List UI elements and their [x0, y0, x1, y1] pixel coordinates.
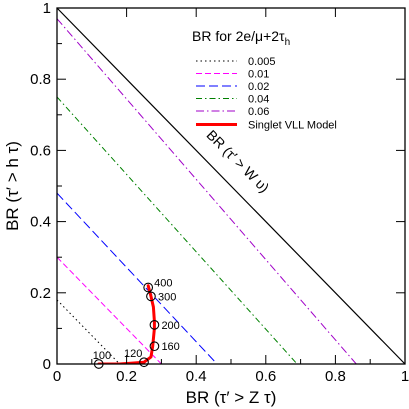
y-tick-label-0: 0	[43, 356, 51, 373]
plot-area: 100 120 160 200 300 400	[56, 7, 406, 369]
legend-label-0.01: 0.01	[248, 69, 269, 81]
mass-label-160: 160	[161, 341, 179, 353]
x-tick-label-1: 1	[401, 368, 409, 385]
x-tick-label-0.4: 0.4	[186, 368, 207, 385]
contour-line-0.04	[57, 96, 298, 364]
mass-label-300: 300	[158, 291, 176, 303]
mass-point-160	[149, 341, 160, 352]
y-tick-label-0.4: 0.4	[30, 214, 51, 231]
mass-label-200: 200	[161, 320, 179, 332]
legend-label-0.06: 0.06	[248, 106, 269, 118]
x-tick-label-0: 0	[53, 368, 61, 385]
contour-line-0.005	[57, 299, 120, 364]
x-tick-label-0.8: 0.8	[325, 368, 346, 385]
mass-label-400: 400	[154, 277, 172, 289]
y-tick-label-0.2: 0.2	[30, 285, 51, 302]
model-curve	[97, 284, 156, 364]
mass-point-200	[149, 319, 160, 330]
boundary-line	[56, 7, 406, 365]
mass-label-100: 100	[93, 350, 111, 362]
legend-label-0.02: 0.02	[248, 81, 269, 93]
y-axis-title: BR (τ′ > h τ)	[3, 141, 22, 231]
contour-line-0.01	[57, 256, 162, 364]
contour-line-0.06	[57, 18, 357, 364]
boundary-line-label: BR (τ′ > W υ)	[204, 127, 273, 196]
x-tick-label-0.6: 0.6	[255, 368, 276, 385]
y-tick-label-0.8: 0.8	[30, 71, 51, 88]
legend-title-main: BR for 2e/μ+2τ	[192, 28, 285, 44]
x-tick-label-0.2: 0.2	[116, 368, 137, 385]
axes: 0 0.2 0.4 0.6 0.8 1 0 0.2 0.4 0.6 0.8 1	[30, 0, 409, 385]
legend-label-model: Singlet VLL Model	[248, 120, 337, 132]
contour-line-0.02	[57, 192, 218, 364]
mass-label-120: 120	[124, 348, 142, 360]
legend-title: BR for 2e/μ+2τh	[192, 28, 290, 48]
y-tick-label-0.6: 0.6	[30, 142, 51, 159]
y-tick-label-1: 1	[43, 0, 51, 17]
mass-point-300	[146, 291, 156, 302]
mass-point-120	[139, 357, 149, 368]
mass-point-400	[143, 282, 154, 293]
legend-label-0.005: 0.005	[248, 56, 276, 68]
x-axis-title: BR (τ′ > Z τ)	[186, 388, 277, 407]
legend-title-subscript: h	[285, 37, 291, 48]
legend-label-0.04: 0.04	[248, 94, 269, 106]
